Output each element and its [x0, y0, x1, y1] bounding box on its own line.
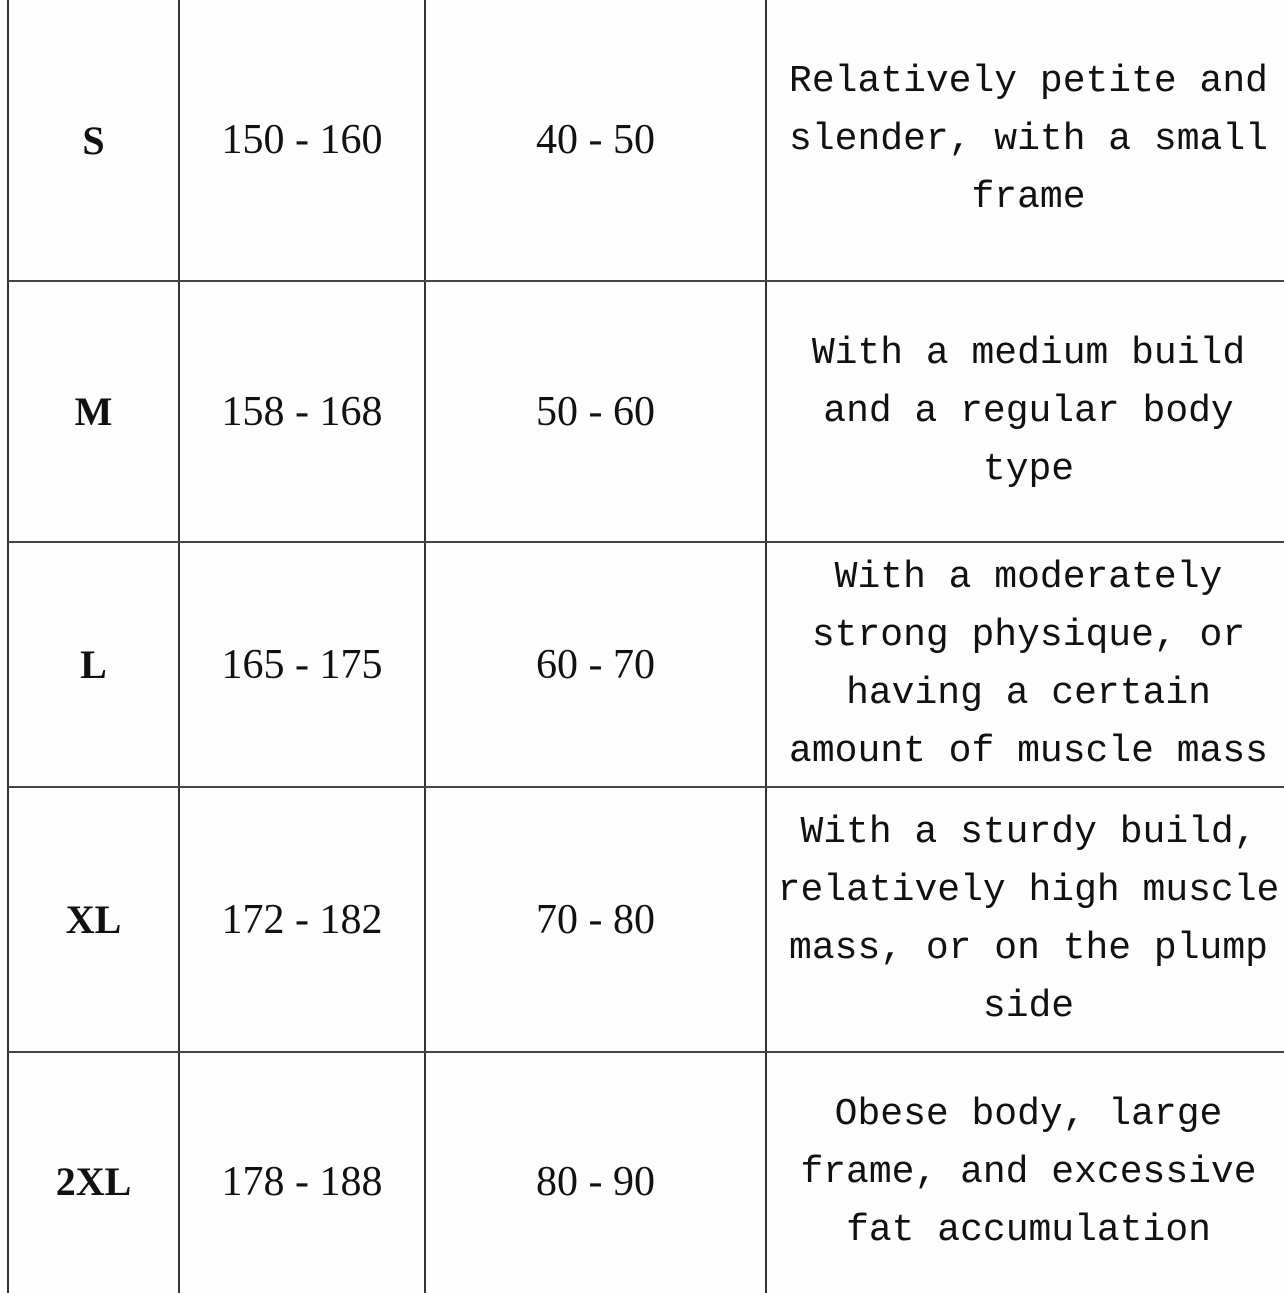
description-line: frame — [971, 176, 1086, 219]
height-range-cell: 172 - 182 — [221, 896, 383, 943]
size-cell: M — [74, 389, 113, 434]
description-line: With a sturdy build, — [800, 810, 1257, 854]
weight-range-cell: 60 - 70 — [536, 641, 655, 688]
row-divider — [8, 1051, 1284, 1053]
size-cell: L — [80, 642, 107, 687]
height-range-cell: 165 - 175 — [221, 641, 383, 688]
description-line: type — [982, 447, 1075, 491]
description-line: mass, or on the plump — [789, 926, 1268, 970]
size-cell: S — [82, 117, 105, 163]
height-range-cell: 150 - 160 — [221, 117, 383, 163]
row-divider — [8, 786, 1284, 788]
description-cell: With a moderately strong physique, or havi… — [767, 543, 1284, 786]
description-line: relatively high muscle — [777, 868, 1280, 912]
size-cell: 2XL — [55, 1159, 132, 1204]
description-cell: Obese body, large frame, and excessive fat… — [767, 1053, 1284, 1293]
description-line: fat accumulation — [846, 1209, 1211, 1252]
description-cell: With a medium build and a regular body typ… — [767, 282, 1284, 541]
description-line: slender, with a small — [789, 118, 1268, 161]
description-line: With a medium build — [811, 331, 1246, 375]
weight-range-cell: 50 - 60 — [536, 388, 655, 435]
column-divider — [178, 0, 180, 1293]
description-cell: With a sturdy build, relatively high musc… — [767, 788, 1284, 1051]
description-line: With a moderately — [834, 555, 1223, 599]
weight-range-cell: 70 - 80 — [536, 896, 655, 943]
table-border — [7, 0, 9, 1293]
weight-range-cell: 80 - 90 — [536, 1158, 655, 1205]
description-line: strong physique, or — [811, 613, 1246, 657]
column-divider — [424, 0, 426, 1293]
column-divider — [765, 0, 767, 1293]
weight-range-cell: 40 - 50 — [536, 117, 655, 163]
description-line: amount of muscle mass — [789, 729, 1268, 773]
description-line: Relatively petite and — [789, 60, 1268, 103]
row-divider — [8, 280, 1284, 282]
size-cell: XL — [65, 897, 122, 942]
description-line: side — [982, 984, 1075, 1028]
description-line: having a certain — [846, 671, 1211, 715]
description-line: Obese body, large — [834, 1093, 1223, 1136]
description-line: frame, and excessive — [800, 1151, 1257, 1194]
height-range-cell: 178 - 188 — [221, 1158, 383, 1205]
description-cell: Relatively petite and slender, with a sma… — [767, 0, 1284, 280]
height-range-cell: 158 - 168 — [221, 388, 383, 435]
description-line: and a regular body — [823, 389, 1234, 433]
row-divider — [8, 541, 1284, 543]
